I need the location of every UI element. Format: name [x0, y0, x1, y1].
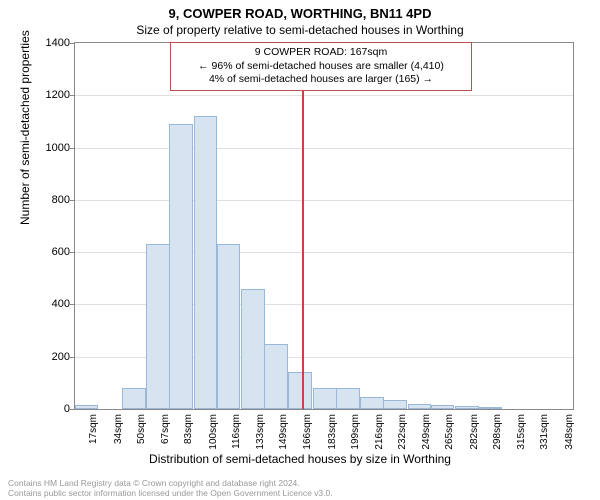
x-tick-label: 216sqm [374, 414, 385, 464]
gridline [75, 148, 573, 149]
info-box: 9 COWPER ROAD: 167sqm ← 96% of semi-deta… [170, 42, 472, 91]
histogram-bar [241, 289, 265, 409]
info-line-3: 4% of semi-detached houses are larger (1… [176, 73, 466, 87]
histogram-bar [431, 405, 455, 409]
x-tick-label: 83sqm [183, 414, 194, 464]
y-tick-label: 400 [30, 298, 70, 310]
histogram-bar [75, 405, 99, 409]
marker-line [302, 43, 304, 409]
x-tick-label: 265sqm [444, 414, 455, 464]
x-tick-label: 166sqm [302, 414, 313, 464]
y-tick-label: 1200 [30, 89, 70, 101]
footer-line-1: Contains HM Land Registry data © Crown c… [8, 478, 333, 488]
gridline [75, 95, 573, 96]
y-tick-label: 200 [30, 351, 70, 363]
x-tick-label: 298sqm [492, 414, 503, 464]
histogram-bar [336, 388, 360, 409]
y-tick-mark [70, 200, 74, 201]
histogram-bar [478, 407, 502, 409]
x-tick-label: 149sqm [278, 414, 289, 464]
histogram-bar [146, 244, 170, 409]
y-tick-mark [70, 357, 74, 358]
chart-subtitle: Size of property relative to semi-detach… [0, 21, 600, 37]
y-tick-mark [70, 409, 74, 410]
plot-area [74, 42, 574, 410]
y-tick-label: 1000 [30, 142, 70, 154]
gridline [75, 200, 573, 201]
histogram-bar [313, 388, 337, 409]
histogram-bar [194, 116, 218, 409]
x-tick-label: 282sqm [469, 414, 480, 464]
x-tick-label: 331sqm [539, 414, 550, 464]
x-tick-label: 183sqm [327, 414, 338, 464]
chart-container: 9, COWPER ROAD, WORTHING, BN11 4PD Size … [0, 0, 600, 500]
x-tick-label: 17sqm [88, 414, 99, 464]
x-tick-label: 315sqm [516, 414, 527, 464]
histogram-bar [288, 372, 312, 409]
footer-text: Contains HM Land Registry data © Crown c… [8, 478, 333, 498]
info-line-2: ← 96% of semi-detached houses are smalle… [176, 60, 466, 74]
x-tick-label: 199sqm [350, 414, 361, 464]
x-tick-label: 100sqm [208, 414, 219, 464]
x-tick-label: 232sqm [397, 414, 408, 464]
x-tick-label: 133sqm [255, 414, 266, 464]
histogram-bar [383, 400, 407, 409]
chart-title: 9, COWPER ROAD, WORTHING, BN11 4PD [0, 0, 600, 21]
x-tick-label: 67sqm [160, 414, 171, 464]
histogram-bar [169, 124, 193, 409]
x-tick-label: 34sqm [113, 414, 124, 464]
histogram-bar [264, 344, 288, 409]
y-tick-mark [70, 304, 74, 305]
histogram-bar [360, 397, 384, 409]
y-tick-label: 800 [30, 194, 70, 206]
y-tick-label: 1400 [30, 37, 70, 49]
y-tick-mark [70, 43, 74, 44]
y-tick-label: 600 [30, 246, 70, 258]
y-tick-mark [70, 95, 74, 96]
histogram-bar [217, 244, 241, 409]
y-tick-mark [70, 148, 74, 149]
histogram-bar [455, 406, 479, 409]
y-tick-mark [70, 252, 74, 253]
histogram-bar [122, 388, 146, 409]
x-tick-label: 50sqm [136, 414, 147, 464]
info-line-1: 9 COWPER ROAD: 167sqm [176, 46, 466, 60]
histogram-bar [408, 404, 432, 409]
x-tick-label: 348sqm [564, 414, 575, 464]
x-tick-label: 116sqm [231, 414, 242, 464]
footer-line-2: Contains public sector information licen… [8, 488, 333, 498]
y-tick-label: 0 [30, 403, 70, 415]
x-tick-label: 249sqm [421, 414, 432, 464]
